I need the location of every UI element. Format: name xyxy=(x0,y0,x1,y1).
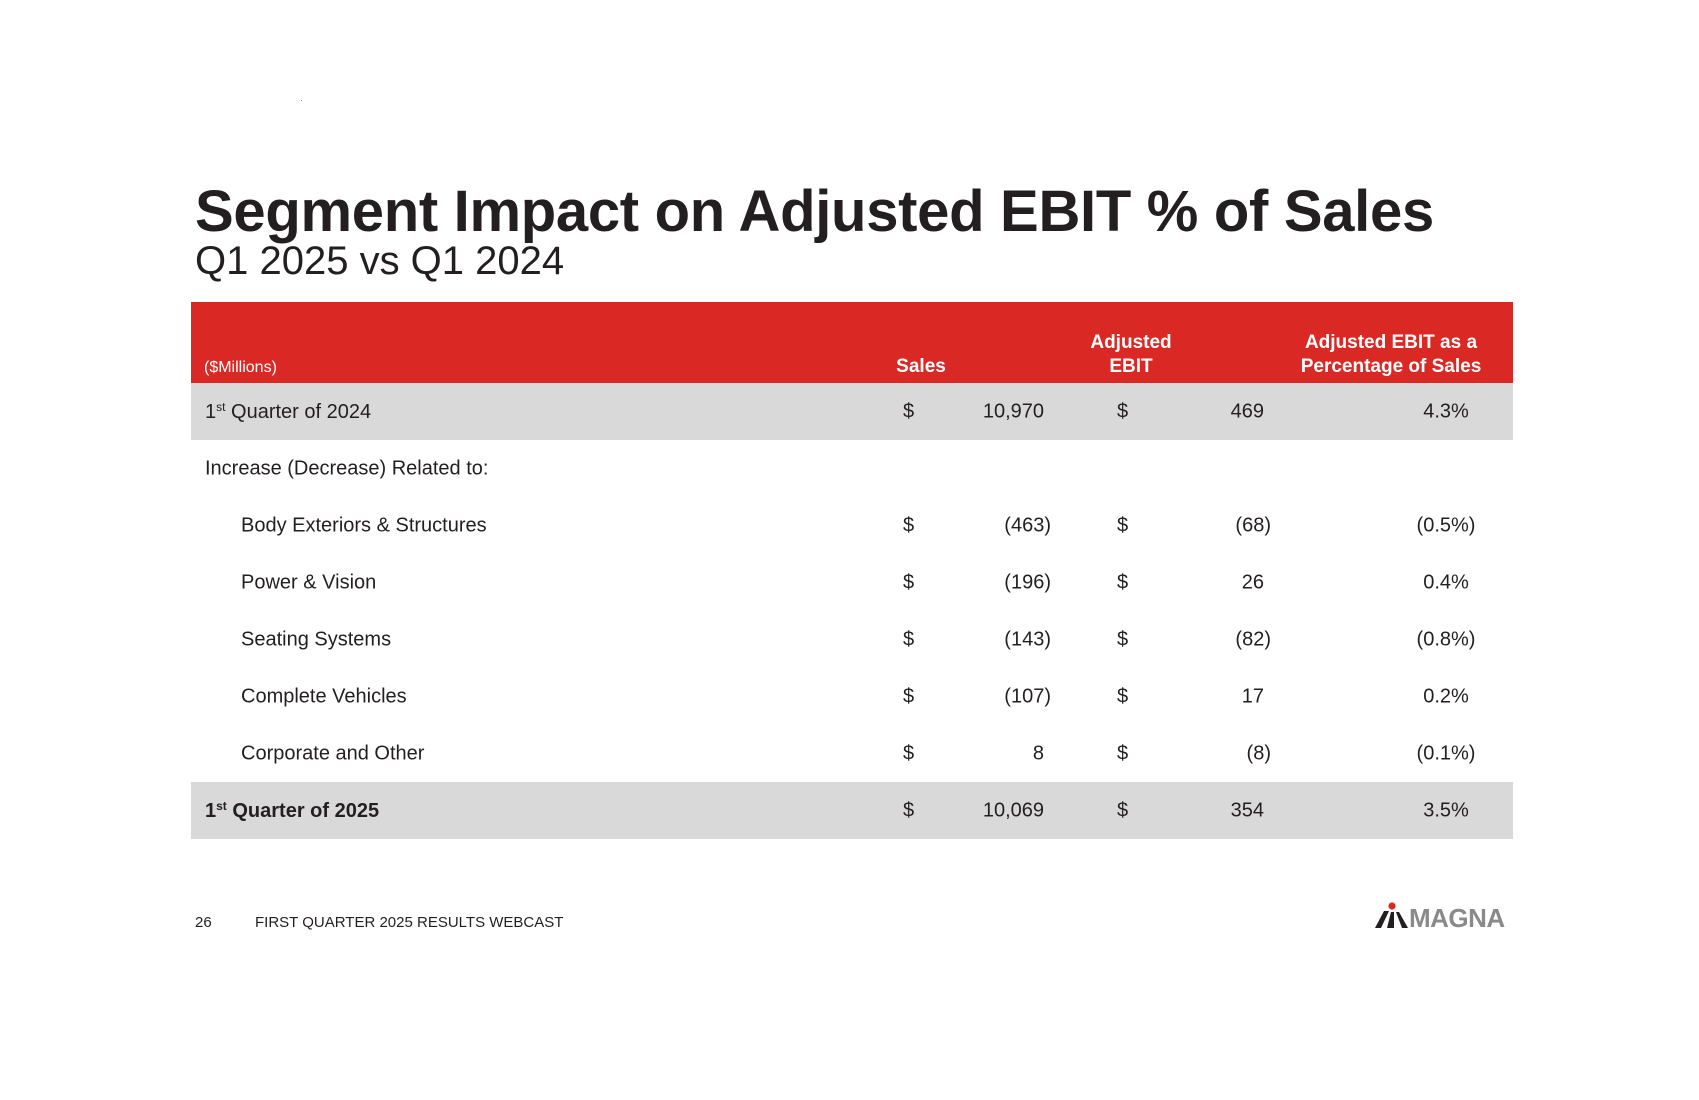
ebit-currency: $ xyxy=(1117,742,1129,764)
logo-wordmark: MAGNA xyxy=(1409,903,1505,933)
row-label-num: 1 xyxy=(205,799,217,822)
sales-value: (143) xyxy=(1004,628,1051,650)
row-label: Complete Vehicles xyxy=(241,685,407,707)
column-header-pct-line2: Percentage of Sales xyxy=(1300,356,1482,377)
pct-value: 0.2% xyxy=(1423,685,1469,707)
slide-subtitle: Q1 2025 vs Q1 2024 xyxy=(195,239,565,283)
footer-text: FIRST QUARTER 2025 RESULTS WEBCAST xyxy=(255,914,564,931)
decorative-dot xyxy=(301,100,302,101)
row-label: Corporate and Other xyxy=(241,742,425,764)
sales-value: (196) xyxy=(1004,571,1051,593)
sales-currency: $ xyxy=(903,628,915,650)
units-label: ($Millions) xyxy=(204,359,277,376)
row-label-rest: Quarter of 2025 xyxy=(226,799,380,822)
magna-mark-icon xyxy=(1375,902,1408,928)
row-label-superscript: st xyxy=(216,798,227,813)
slide-title: Segment Impact on Adjusted EBIT % of Sal… xyxy=(195,179,1434,244)
ebit-currency: $ xyxy=(1117,799,1129,821)
sales-value: (107) xyxy=(1004,685,1051,707)
row-label: Increase (Decrease) Related to: xyxy=(205,457,489,479)
segment-impact-table: ($Millions) Sales Adjusted EBIT Adjusted… xyxy=(191,302,1513,839)
column-header-sales-label: Sales xyxy=(896,356,946,377)
table-row-q1-2025: 1st Quarter of 2025 $ 10,069 $ 354 3.5% xyxy=(191,782,1513,839)
column-header-ebit-percentage: Adjusted EBIT as a Percentage of Sales xyxy=(1281,331,1501,379)
pct-value: (0.1%) xyxy=(1416,742,1476,764)
ebit-currency: $ xyxy=(1117,628,1129,650)
sales-currency: $ xyxy=(903,400,915,422)
table-row-corporate-other: Corporate and Other $ 8 $ (8) (0.1%) xyxy=(191,725,1513,782)
sales-currency: $ xyxy=(903,685,915,707)
sales-currency: $ xyxy=(903,514,915,536)
ebit-currency: $ xyxy=(1117,685,1129,707)
row-label: Seating Systems xyxy=(241,628,392,650)
row-label: Body Exteriors & Structures xyxy=(241,514,487,536)
ebit-value: 469 xyxy=(1230,400,1264,422)
row-label: 1st Quarter of 2025 xyxy=(205,799,379,823)
sales-currency: $ xyxy=(903,571,915,593)
pct-value: 3.5% xyxy=(1423,799,1469,821)
row-label-superscript: st xyxy=(216,399,226,414)
column-header-ebit-line1: Adjusted xyxy=(1090,332,1172,353)
column-header-pct-line1: Adjusted EBIT as a xyxy=(1304,332,1478,353)
sales-value: 8 xyxy=(1032,742,1044,764)
table-row-section-label: Increase (Decrease) Related to: xyxy=(191,440,1513,497)
pct-value: 4.3% xyxy=(1423,400,1469,422)
sales-value: (463) xyxy=(1004,514,1051,536)
table-row-complete-vehicles: Complete Vehicles $ (107) $ 17 0.2% xyxy=(191,668,1513,725)
ebit-currency: $ xyxy=(1117,400,1129,422)
row-label: Power & Vision xyxy=(241,571,377,593)
column-header-sales: Sales xyxy=(871,355,971,379)
ebit-value: 354 xyxy=(1230,799,1264,821)
page-number: 26 xyxy=(195,914,212,931)
table-row-seating-systems: Seating Systems $ (143) $ (82) (0.8%) xyxy=(191,611,1513,668)
pct-value: (0.8%) xyxy=(1416,628,1476,650)
pct-value: (0.5%) xyxy=(1416,514,1476,536)
ebit-currency: $ xyxy=(1117,514,1129,536)
ebit-value: 26 xyxy=(1241,571,1264,593)
sales-currency: $ xyxy=(903,799,915,821)
table-row-q1-2024: 1st Quarter of 2024 $ 10,970 $ 469 4.3% xyxy=(191,383,1513,440)
row-label-num: 1 xyxy=(205,400,217,423)
ebit-value: (82) xyxy=(1235,628,1271,650)
row-label-rest: Quarter of 2024 xyxy=(225,400,372,423)
row-label: 1st Quarter of 2024 xyxy=(205,400,371,424)
column-header-ebit-line2: EBIT xyxy=(1109,356,1153,377)
ebit-currency: $ xyxy=(1117,571,1129,593)
pct-value: 0.4% xyxy=(1423,571,1469,593)
ebit-value: 17 xyxy=(1241,685,1264,707)
magna-logo: MAGNA xyxy=(1375,902,1515,933)
ebit-value: (68) xyxy=(1235,514,1271,536)
ebit-value: (8) xyxy=(1246,742,1271,764)
table-header: ($Millions) Sales Adjusted EBIT Adjusted… xyxy=(191,302,1513,383)
sales-value: 10,970 xyxy=(982,400,1044,422)
sales-currency: $ xyxy=(903,742,915,764)
sales-value: 10,069 xyxy=(982,799,1044,821)
table-row-body-exteriors: Body Exteriors & Structures $ (463) $ (6… xyxy=(191,497,1513,554)
column-header-adjusted-ebit: Adjusted EBIT xyxy=(1071,331,1191,379)
table-row-power-vision: Power & Vision $ (196) $ 26 0.4% xyxy=(191,554,1513,611)
